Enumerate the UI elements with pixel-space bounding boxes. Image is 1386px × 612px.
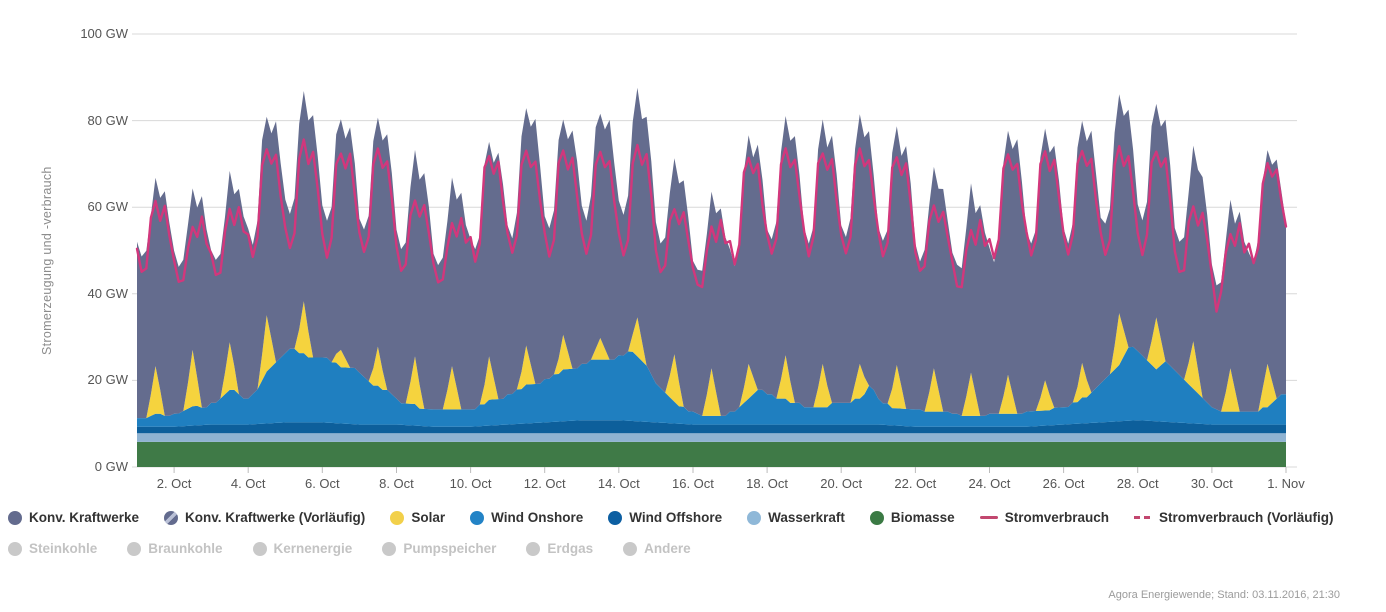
legend-item-stromverbrauch[interactable]: Stromverbrauch [979,510,1109,525]
legend-label: Wind Offshore [629,510,723,525]
legend-label: Stromverbrauch [1004,510,1109,525]
circle-swatch-icon [526,541,541,556]
legend-item-pumpspeicher[interactable]: Pumpspeicher [382,541,496,556]
line-stromverbrauch [135,138,1288,313]
legend-label: Pumpspeicher [403,541,497,556]
x-tick-label: 8. Oct [379,476,414,491]
circle-swatch-icon [747,510,762,525]
x-tick-label: 14. Oct [597,476,640,491]
circle-swatch-icon [869,510,884,525]
x-tick-label: 24. Oct [968,476,1011,491]
legend-item-konv-kraftwerke[interactable]: Konv. Kraftwerke [8,510,139,525]
source-note: Agora Energiewende; Stand: 03.11.2016, 2… [1108,589,1340,601]
circle-swatch-icon [470,510,485,525]
circle-swatch-icon [252,541,267,556]
legend-item-kernenergie[interactable]: Kernenergie [252,541,353,556]
legend-label: Wind Onshore [491,510,584,525]
line-swatch-icon [979,516,998,519]
legend-item-braunkohle[interactable]: Braunkohle [127,541,223,556]
y-tick-label-60: 60 GW [87,199,128,215]
legend-row-active: Konv. Kraftwerke Konv. Kraftwerke (Vorläu… [8,510,1334,525]
area-wind-onshore [137,346,1286,427]
circle-swatch-icon [127,541,142,556]
legend-label: Konv. Kraftwerke (Vorläufig) [185,510,366,525]
y-tick-label-40: 40 GW [87,285,128,301]
circle-swatch-icon [608,510,623,525]
legend-label: Konv. Kraftwerke [29,510,140,525]
legend-item-wind-onshore[interactable]: Wind Onshore [470,510,583,525]
circle-swatch-icon [390,510,405,525]
circle-swatch-icon [382,541,397,556]
area-wasserkraft [137,433,1286,442]
x-tick-label: 28. Oct [1116,476,1159,491]
legend-label: Braunkohle [148,541,223,556]
dashed-line-swatch-icon [1133,516,1152,519]
legend-label: Steinkohle [29,541,98,556]
legend-item-konv-kraftwerke-vorl-ufig-[interactable]: Konv. Kraftwerke (Vorläufig) [164,510,365,525]
x-tick-label: 18. Oct [746,476,789,491]
legend-item-biomasse[interactable]: Biomasse [869,510,955,525]
y-tick-label-20: 20 GW [87,372,128,388]
legend-item-steinkohle[interactable]: Steinkohle [8,541,97,556]
circle-swatch-icon [8,541,22,556]
x-tick-label: 30. Oct [1190,476,1233,491]
legend-label: Biomasse [890,510,955,525]
x-tick-label: 16. Oct [671,476,714,491]
x-tick-label: 12. Oct [523,476,566,491]
x-tick-label: 20. Oct [820,476,863,491]
area-solar [137,301,1286,419]
circle-swatch-icon [8,510,22,525]
y-tick-label-100: 100 GW [80,26,128,41]
legend-label: Erdgas [547,541,594,556]
x-tick-label: 22. Oct [894,476,937,491]
legend-item-stromverbrauch-vorl-ufig-[interactable]: Stromverbrauch (Vorläufig) [1133,510,1334,525]
x-tick-label: 10. Oct [449,476,492,491]
legend-item-erdgas[interactable]: Erdgas [526,541,593,556]
x-tick-label: 2. Oct [156,476,192,491]
legend-label: Solar [411,510,446,525]
legend-label: Stromverbrauch (Vorläufig) [1158,510,1334,525]
area-biomasse [137,441,1286,467]
y-tick-label-0: 0 GW [94,459,128,474]
legend-label: Wasserkraft [768,510,845,525]
x-tick-label: 26. Oct [1042,476,1085,491]
legend-item-solar[interactable]: Solar [390,510,445,525]
legend-label: Andere [644,541,691,556]
y-tick-label-80: 80 GW [87,112,128,128]
x-tick-label: 1. Nov [1267,476,1305,491]
legend-row-inactive: Steinkohle Braunkohle Kernenergie Pumpspeic… [8,541,691,556]
legend-item-wind-offshore[interactable]: Wind Offshore [608,510,722,525]
legend-label: Kernenergie [273,541,353,556]
legend-item-andere[interactable]: Andere [623,541,691,556]
circle-swatch-icon [623,541,638,556]
area-konv-kraftwerke [137,87,1286,419]
x-tick-label: 4. Oct [230,476,266,491]
x-tick-label: 6. Oct [304,476,340,491]
area-wind-offshore [137,420,1286,434]
legend-item-wasserkraft[interactable]: Wasserkraft [747,510,845,525]
circle-hatched-swatch-icon [164,510,179,525]
